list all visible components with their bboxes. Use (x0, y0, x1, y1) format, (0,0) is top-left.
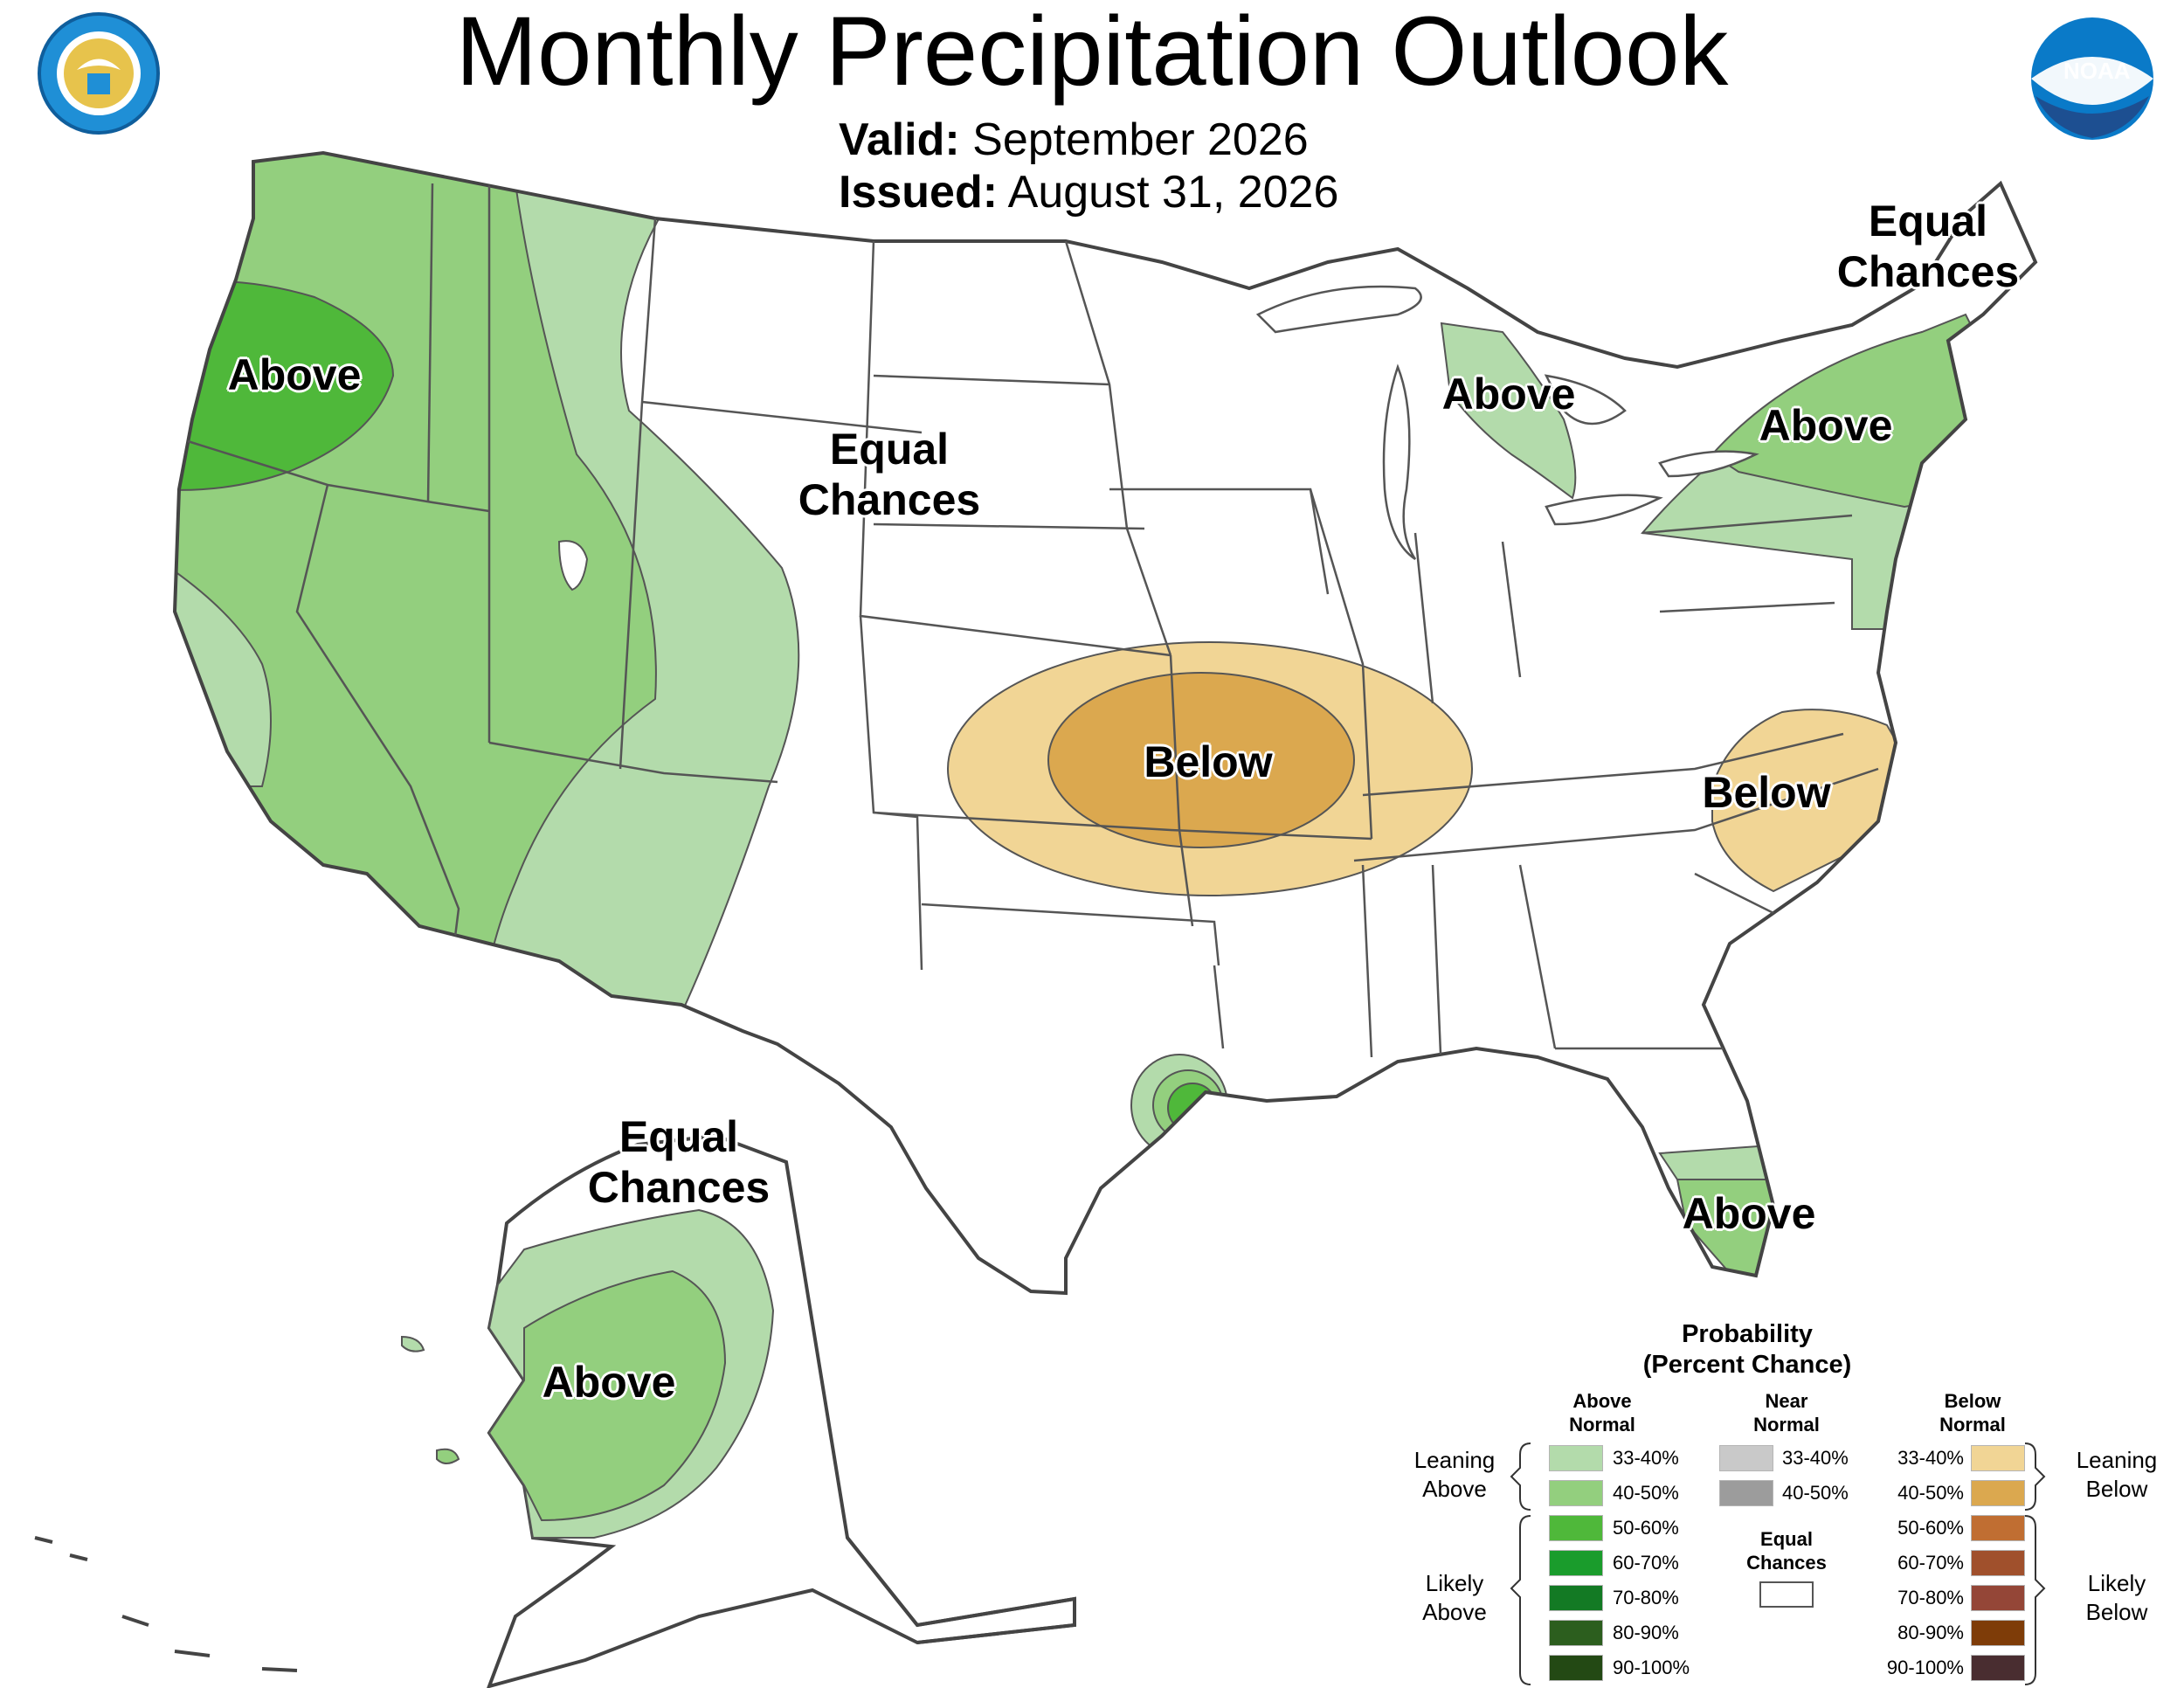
issued-line: Issued: August 31, 2026 (839, 166, 1338, 218)
legend-brackets (1510, 1442, 2046, 1685)
carolinas-below-33 (1711, 709, 1924, 893)
valid-value: September 2026 (972, 114, 1309, 165)
legend-below-label: 90-100% (1886, 1657, 1964, 1678)
legend-above-swatch (1549, 1515, 1603, 1541)
legend-below-label: 70-80% (1897, 1587, 1964, 1608)
legend-above-header: Above Normal (1569, 1390, 1635, 1435)
legend-equal-chances-swatch (1759, 1581, 1814, 1608)
central-below-40 (1047, 672, 1355, 848)
legend-above-swatch (1549, 1480, 1603, 1506)
legend-below-label: 50-60% (1897, 1517, 1964, 1539)
legend-near-swatch (1719, 1445, 1773, 1471)
label-alaska-above: Above (542, 1358, 676, 1407)
label-central-below: Below (1144, 737, 1273, 786)
legend-above-swatch (1549, 1550, 1603, 1576)
legend-below-swatch (1971, 1620, 2025, 1646)
legend-above-label: 80-90% (1613, 1622, 1679, 1643)
legend-above-label: 50-60% (1613, 1517, 1679, 1539)
legend-below-label: 40-50% (1897, 1482, 1964, 1504)
label-alaska-ec: Equal Chances (587, 1112, 771, 1212)
commerce-seal (38, 12, 160, 135)
legend-below-swatch (1971, 1515, 2025, 1541)
salt-lake (557, 540, 589, 591)
valid-line: Valid: September 2026 (839, 114, 1309, 166)
state-borders (187, 175, 1879, 1076)
legend-below-label: 80-90% (1897, 1622, 1964, 1643)
legend-near-header: Near Normal (1753, 1390, 1820, 1435)
issued-value: August 31, 2026 (1007, 167, 1339, 218)
legend-below-swatch (1971, 1480, 2025, 1506)
noaa-logo (2031, 17, 2153, 140)
legend-near-swatch (1719, 1480, 1773, 1506)
page-title: Monthly Precipitation Outlook (455, 0, 1729, 106)
conus-outline (172, 150, 2038, 1296)
legend-above-swatch (1549, 1445, 1603, 1471)
label-great-lakes: Above (1441, 370, 1576, 419)
legend-below-swatch (1971, 1445, 2025, 1471)
legend-above-label: 60-70% (1613, 1552, 1679, 1574)
legend-leaning-above: Leaning Above (1413, 1447, 1496, 1502)
legend-below-header: Below Normal (1939, 1390, 2006, 1435)
legend-leaning-below: Leaning Below (2076, 1447, 2158, 1502)
legend-below-swatch (1971, 1550, 2025, 1576)
legend-likely-above: Likely Above (1422, 1570, 1487, 1625)
legend-below-label: 60-70% (1897, 1552, 1964, 1574)
label-pacific-nw: Above (227, 350, 362, 399)
legend-above-swatch (1549, 1585, 1603, 1611)
legend-equal-chances: Equal Chances (1746, 1528, 1827, 1574)
michigan-above-33 (1440, 322, 1577, 500)
legend-above-swatch (1549, 1655, 1603, 1681)
legend-likely-below: Likely Below (2085, 1570, 2148, 1625)
valid-label: Valid: (839, 114, 960, 165)
label-northeast: Above (1759, 401, 1893, 450)
legend-title: Probability (Percent Chance) (1642, 1320, 1852, 1379)
alaska (34, 1133, 1076, 1688)
label-central-plains: Equal Chances (798, 425, 981, 524)
label-carolinas-below: Below (1702, 768, 1831, 817)
legend-above-label: 40-50% (1613, 1482, 1679, 1504)
legend-above-label: 90-100% (1613, 1657, 1690, 1678)
issued-label: Issued: (839, 167, 999, 218)
legend-near-label: 33-40% (1782, 1447, 1849, 1469)
legend-above-label: 70-80% (1613, 1587, 1679, 1608)
legend-below-label: 33-40% (1897, 1447, 1964, 1469)
legend-below-swatch (1971, 1585, 2025, 1611)
great-lakes (1255, 285, 1759, 561)
alaska-above-40 (487, 1269, 727, 1522)
legend-above-label: 33-40% (1613, 1447, 1679, 1469)
label-florida: Above (1682, 1189, 1816, 1238)
legend-below-swatch (1971, 1655, 2025, 1681)
legend-above-swatch (1549, 1620, 1603, 1646)
label-new-england-ec: Equal Chances (1836, 197, 2020, 296)
noaa-logo-text: NOAA (2063, 58, 2131, 84)
gulf-above-50 (1167, 1083, 1218, 1133)
legend-near-label: 40-50% (1782, 1482, 1849, 1504)
